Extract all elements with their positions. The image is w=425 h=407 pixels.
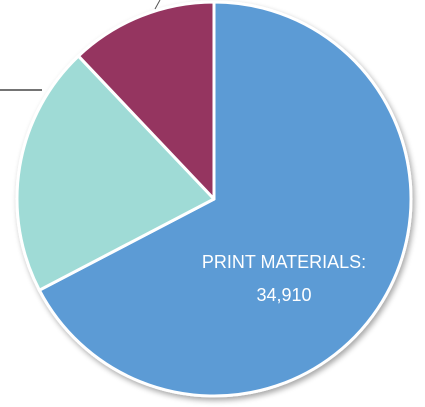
pie-slice-teal [15, 54, 216, 292]
slice-label-print-materials-value: 34,910 [256, 285, 311, 305]
pie-slice-print-materials [37, 0, 413, 398]
leader-line-top [154, 0, 161, 10]
slice-label-print-materials-name: PRINT MATERIALS: [202, 252, 366, 272]
pie-slice-maroon [76, 0, 216, 201]
pie-slices [15, 0, 413, 398]
